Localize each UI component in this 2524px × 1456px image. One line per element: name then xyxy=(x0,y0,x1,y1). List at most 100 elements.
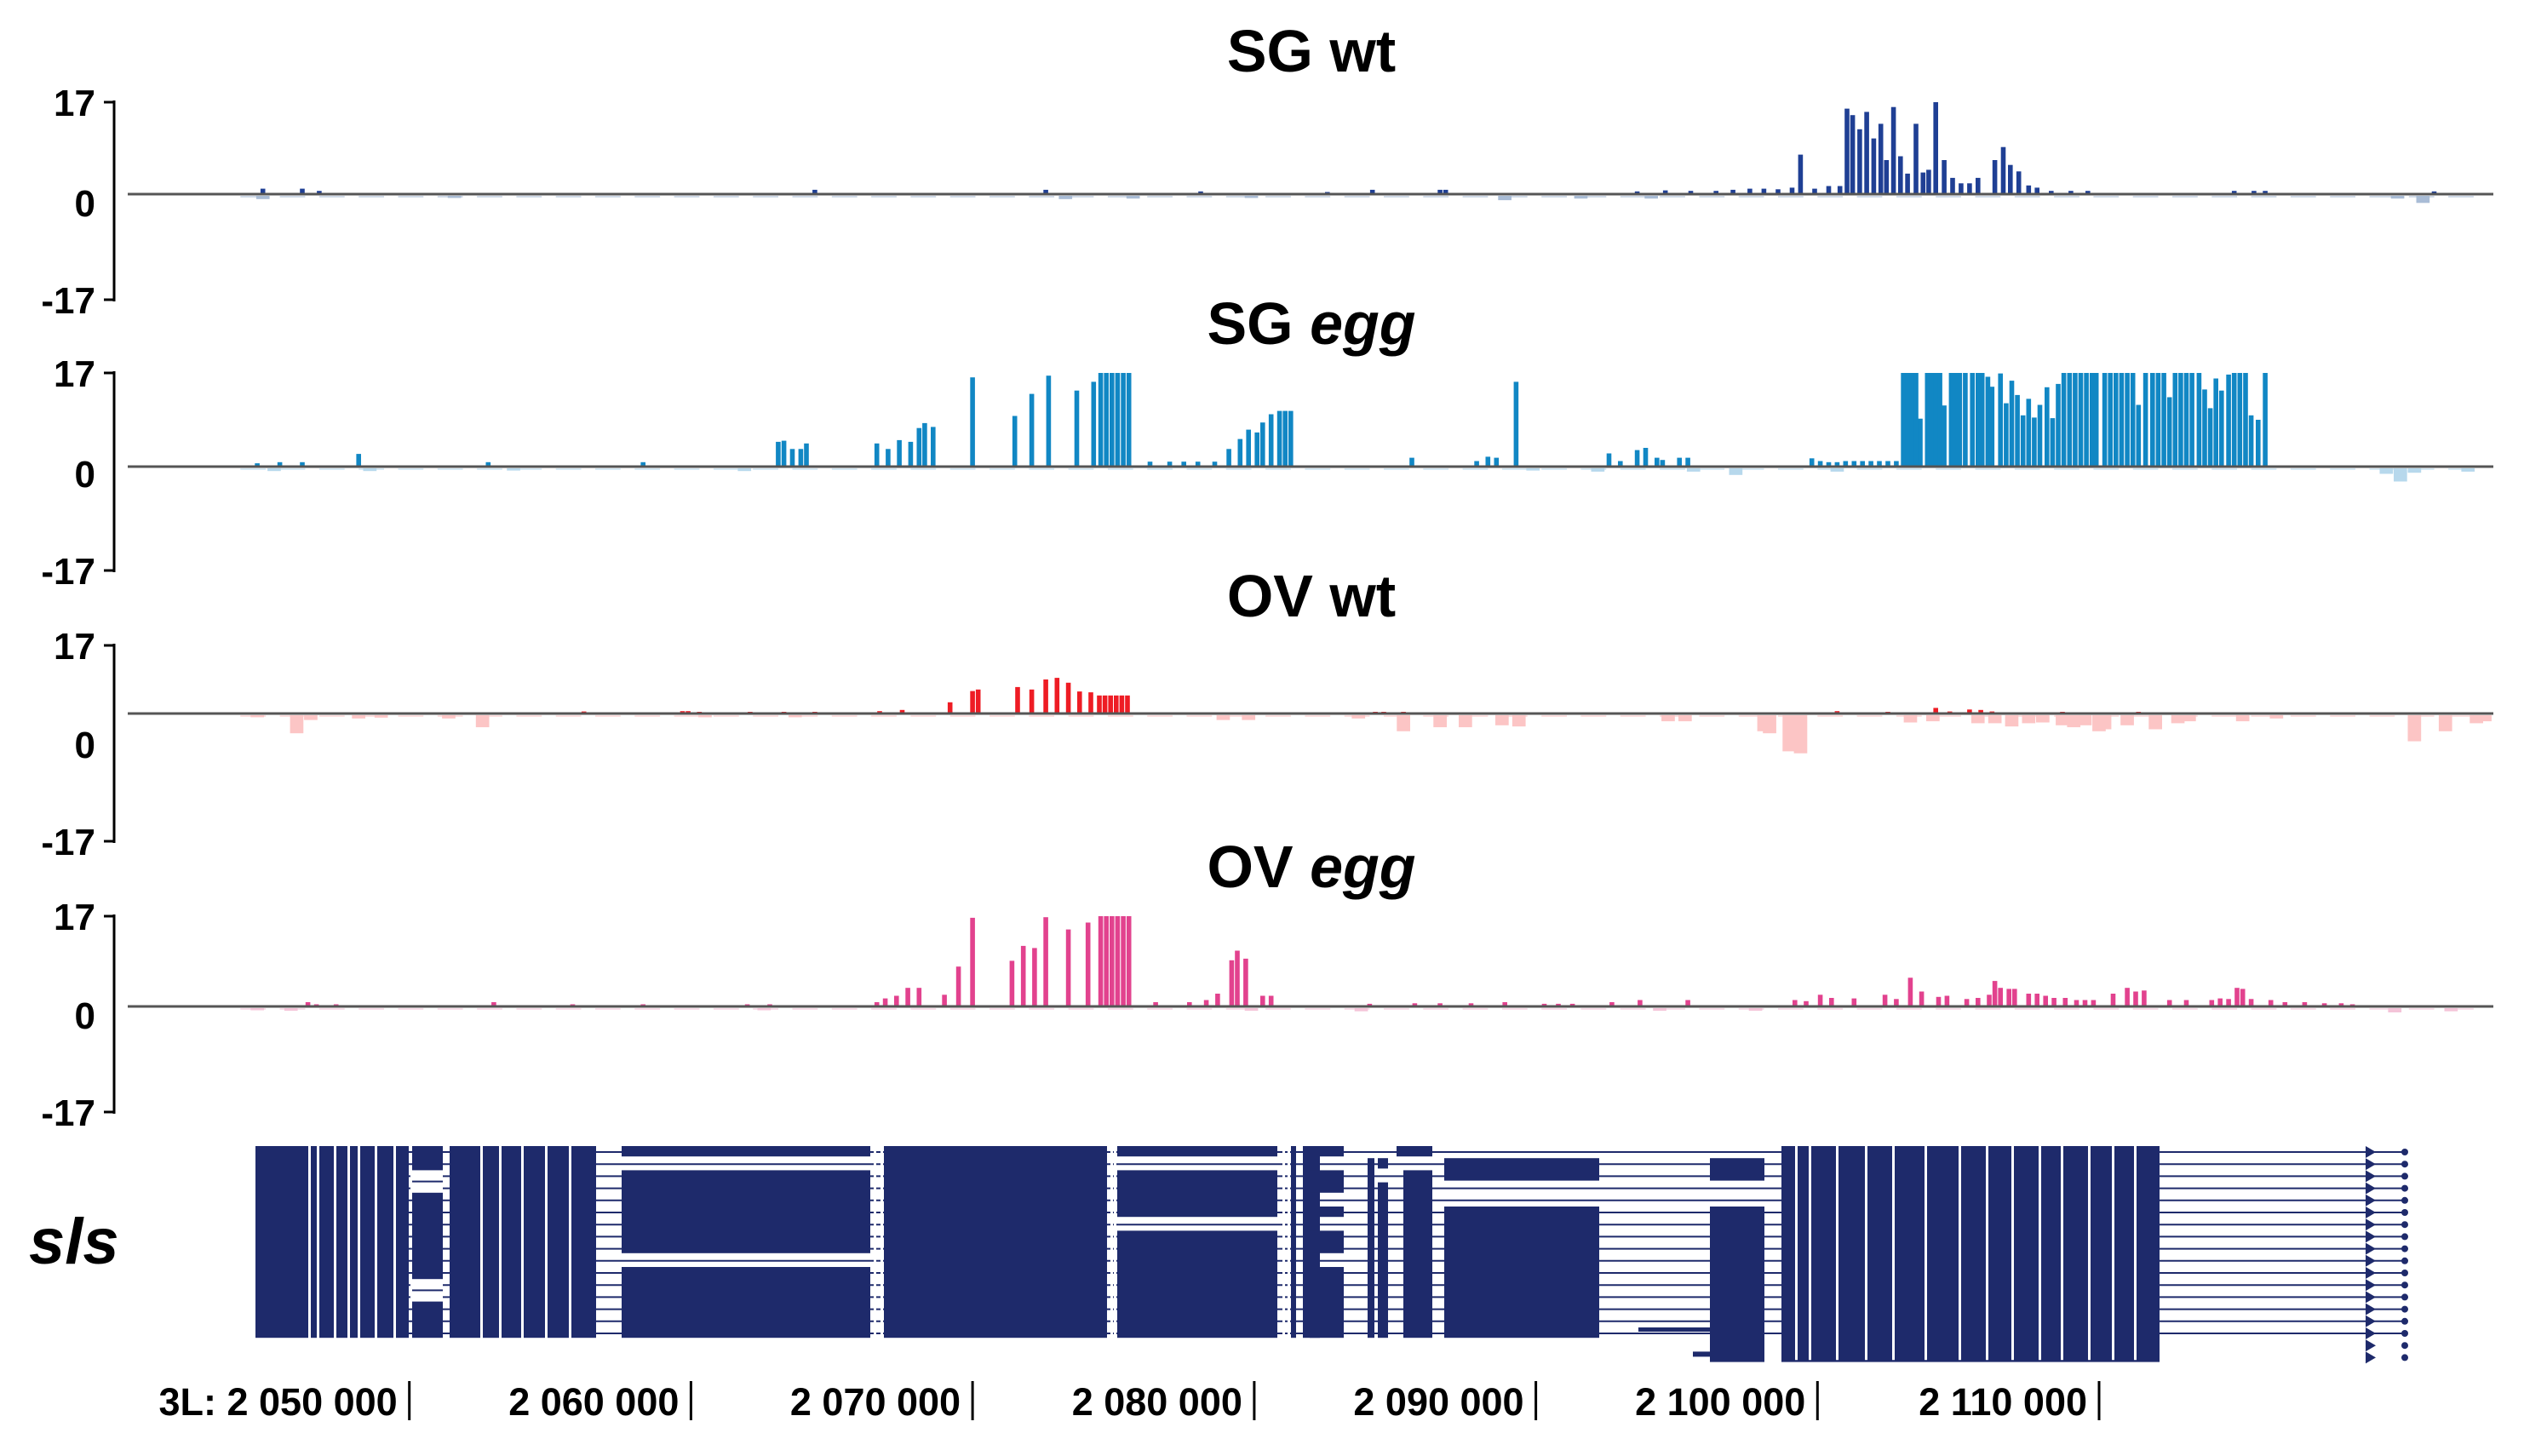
coverage-strip xyxy=(437,196,463,198)
signal-bar xyxy=(356,454,361,467)
signal-bar xyxy=(2234,988,2240,1006)
signal-bar xyxy=(2056,383,2061,467)
transcript-end-arrow xyxy=(2366,1351,2376,1364)
transcript-end-arrow xyxy=(2366,1339,2376,1352)
coverage-strip xyxy=(2330,196,2355,198)
coverage-strip xyxy=(792,1008,818,1010)
coverage-strip xyxy=(595,196,621,198)
signal-bar-negative xyxy=(1574,196,1588,199)
signal-bar xyxy=(2034,994,2039,1006)
positive-strand-bars xyxy=(255,373,2268,467)
coverage-strip xyxy=(477,715,502,717)
signal-bar xyxy=(1918,418,1923,467)
coverage-strip xyxy=(2251,468,2277,470)
signal-bar xyxy=(1857,129,1862,194)
signal-bar-negative xyxy=(475,715,490,728)
y-axis xyxy=(104,371,116,572)
signal-bar xyxy=(2034,187,2039,194)
coverage-strip xyxy=(2408,1008,2435,1010)
signal-bar-negative xyxy=(2120,715,2134,725)
coverage-strip xyxy=(1699,1008,1725,1010)
signal-bar xyxy=(1920,172,1926,194)
exon-gap xyxy=(2112,1146,2114,1361)
transcript-end-dot xyxy=(2401,1305,2408,1313)
signal-bar-negative xyxy=(698,715,712,718)
exon-gap xyxy=(1809,1146,1811,1361)
coverage-strip xyxy=(1936,715,1961,717)
signal-bar xyxy=(2045,387,2050,467)
coverage-strip xyxy=(2408,468,2435,470)
signal-bar xyxy=(2219,390,2224,467)
coverage-strip xyxy=(1107,468,1133,470)
coverage-strip xyxy=(595,468,621,470)
signal-bar xyxy=(2102,373,2108,467)
signal-bar xyxy=(255,463,260,467)
coverage-strip xyxy=(831,1008,858,1010)
signal-bar xyxy=(260,188,266,194)
coverage-strip xyxy=(713,715,739,717)
coverage-strip xyxy=(1186,1008,1213,1010)
transcript-end-arrow xyxy=(2366,1170,2376,1183)
signal-bar xyxy=(1992,160,1998,194)
coverage-strip xyxy=(240,196,267,198)
signal-bar-negative xyxy=(1242,715,1256,720)
signal-bar xyxy=(2226,999,2231,1006)
signal-bar-negative xyxy=(1644,196,1658,199)
signal-bar xyxy=(1634,450,1640,467)
signal-bar xyxy=(2026,398,2032,467)
transcript-end-dot xyxy=(2401,1233,2408,1241)
signal-bar xyxy=(2231,373,2237,467)
coverage-strip xyxy=(1107,196,1133,198)
signal-bar xyxy=(1015,686,1020,714)
coverage-strip xyxy=(2054,1008,2079,1010)
signal-bar xyxy=(1147,461,1153,467)
signal-bar xyxy=(2084,373,2089,467)
signal-bar xyxy=(1804,1000,1809,1006)
signal-bar xyxy=(1884,160,1890,194)
coverage-strip xyxy=(910,715,937,717)
signal-bar xyxy=(2183,373,2189,467)
signal-bar xyxy=(1126,916,1132,1006)
signal-bar xyxy=(2155,373,2161,467)
signal-bar xyxy=(1203,1000,1209,1006)
transcript-end-arrow xyxy=(2366,1315,2376,1327)
signal-bar xyxy=(905,988,910,1006)
coverage-strip xyxy=(2330,715,2355,717)
signal-bar xyxy=(1817,461,1823,467)
coverage-strip xyxy=(1975,468,2001,470)
y-tick-zero: 0 xyxy=(75,725,95,766)
x-tick-label-2: 2 070 000 xyxy=(790,1380,961,1424)
coverage-strip xyxy=(516,468,542,470)
signal-bar xyxy=(1933,102,1938,194)
coverage-strip xyxy=(1305,468,1331,470)
x-tick-label-1: 2 060 000 xyxy=(508,1380,679,1424)
signal-bar xyxy=(1412,1003,1418,1006)
x-axis-coordinates: 3L: 2 050 000 2 060 000 2 070 000 2 080 … xyxy=(158,1380,2101,1424)
signal-bar xyxy=(2321,1003,2327,1006)
coverage-strip xyxy=(1580,468,1607,470)
signal-bar xyxy=(1226,449,1231,467)
coverage-strip xyxy=(1896,196,1922,198)
negative-strand-bars xyxy=(240,196,2474,203)
signal-bar xyxy=(804,443,809,467)
exon-gap xyxy=(2039,1146,2041,1361)
coverage-strip xyxy=(1620,1008,1646,1010)
transcript-end-dot xyxy=(2401,1354,2408,1361)
signal-bar xyxy=(781,440,787,467)
signal-bar xyxy=(1074,390,1080,467)
signal-bar xyxy=(1541,1003,1547,1006)
signal-bar-negative xyxy=(290,715,304,734)
exon-block xyxy=(1397,1146,1432,1157)
signal-bar xyxy=(1609,1002,1615,1006)
coverage-strip xyxy=(437,1008,463,1010)
coverage-strip xyxy=(1423,468,1449,470)
signal-bar xyxy=(1254,432,1259,467)
track-title-main: SG xyxy=(1227,18,1313,84)
signal-bar xyxy=(1882,995,1888,1006)
coverage-strip xyxy=(1344,468,1370,470)
transcript-end-dot xyxy=(2401,1209,2408,1216)
exon-gap xyxy=(1892,1146,1895,1361)
coverage-strip xyxy=(634,468,661,470)
exon-block xyxy=(1444,1207,1599,1338)
transcript-end-dot xyxy=(2401,1342,2408,1350)
